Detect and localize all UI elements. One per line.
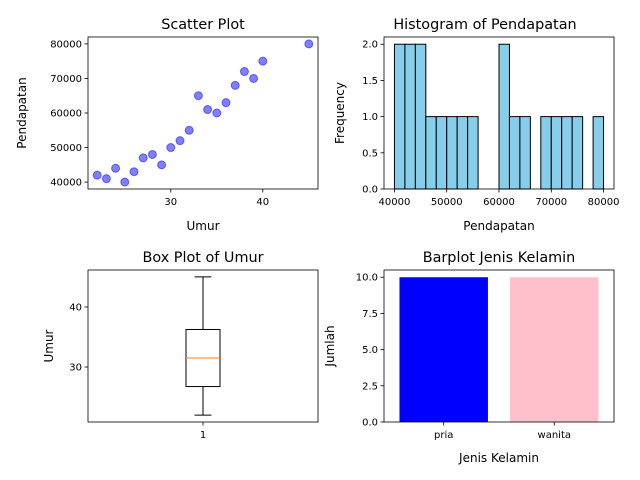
histogram-xtick-label: 80000: [588, 197, 620, 208]
barplot-ytick-label: 2.5: [362, 381, 378, 392]
scatter-point: [157, 160, 167, 170]
histogram-bar: [498, 43, 510, 190]
boxplot-ticks: 1 30 40: [69, 302, 206, 441]
barplot-title: Barplot Jenis Kelamin: [423, 250, 576, 266]
histogram-bar: [508, 116, 521, 190]
scatter-ytick-label: 40000: [50, 178, 82, 189]
scatter-ticks: 30 40 40000 50000 60000 70000 80000: [50, 39, 269, 208]
histogram-xlabel: Pendapatan: [463, 219, 534, 233]
histogram-bar: [414, 43, 427, 190]
scatter-title: Scatter Plot: [161, 17, 245, 33]
barplot-ytick-label: 0.0: [362, 418, 378, 429]
barplot-bars: [399, 277, 599, 422]
boxplot-title: Box Plot of Umur: [142, 250, 263, 266]
histogram-title: Histogram of Pendapatan: [393, 17, 576, 33]
scatter-point: [249, 73, 259, 83]
histogram-xtick-label: 50000: [431, 197, 463, 208]
boxplot-ytick-label: 40: [69, 302, 82, 313]
scatter-point: [120, 177, 130, 187]
histogram-ytick-label: 0.0: [362, 185, 378, 196]
scatter-ytick-label: 70000: [50, 74, 82, 85]
histogram-xtick-label: 70000: [535, 197, 567, 208]
scatter-plot-panel: Scatter Plot 30 40 40000 50000 60000 70000 800…: [15, 17, 319, 233]
scatter-point: [175, 136, 185, 146]
histogram-bar: [550, 116, 563, 190]
scatter-point: [304, 39, 314, 49]
histogram-xtick-label: 60000: [483, 197, 515, 208]
histogram-bars: [393, 43, 605, 190]
scatter-xtick-label: 30: [164, 197, 177, 208]
scatter-point: [138, 153, 148, 163]
boxplot-axes-frame: [87, 269, 319, 423]
histogram-xtick-label: 40000: [379, 197, 411, 208]
scatter-point: [221, 98, 231, 108]
scatter-point: [203, 105, 213, 115]
histogram-bar: [571, 116, 584, 190]
histogram-ticks: 40000 50000 60000 70000 80000 0.0 0.5 1.0 1.5 2.0: [362, 40, 619, 208]
scatter-point: [184, 125, 194, 135]
scatter-point: [166, 143, 176, 153]
boxplot-panel: Box Plot of Umur 1 30 40 Umur: [42, 250, 319, 441]
histogram-axes-frame: [383, 36, 615, 190]
histogram-bar: [467, 116, 479, 190]
scatter-point: [239, 67, 249, 77]
histogram-bar: [425, 116, 437, 190]
scatter-point: [147, 149, 157, 159]
histogram-ytick-label: 1.0: [362, 112, 378, 123]
histogram-bar: [540, 116, 552, 190]
boxplot-ytick-label: 30: [69, 363, 82, 374]
scatter-ytick-label: 60000: [50, 109, 82, 120]
barplot-ytick-label: 10.0: [356, 273, 378, 284]
histogram-bar: [456, 116, 469, 190]
boxplot-ylabel: Umur: [42, 329, 56, 362]
scatter-ytick-label: 80000: [50, 39, 82, 50]
scatter-ylabel: Pendapatan: [15, 77, 29, 148]
barplot-ytick-label: 7.5: [362, 309, 378, 320]
scatter-xtick-label: 40: [256, 197, 269, 208]
barplot-ytick-label: 5.0: [362, 345, 378, 356]
scatter-point: [193, 91, 203, 101]
barplot-bar-wanita: [510, 277, 599, 422]
histogram-bar: [435, 116, 448, 190]
histogram-bar: [404, 43, 416, 190]
scatter-point: [101, 174, 111, 184]
histogram-ytick-label: 0.5: [362, 148, 378, 159]
scatter-point: [111, 163, 121, 173]
histogram-ytick-label: 1.5: [362, 76, 378, 87]
barplot-xlabel: Jenis Kelamin: [458, 451, 539, 465]
barplot-xtick-label: pria: [434, 430, 453, 441]
barplot-ticks: pria wanita 0.0 2.5 5.0 7.5 10.0: [356, 273, 571, 441]
scatter-point: [129, 167, 139, 177]
scatter-point: [92, 170, 102, 180]
histogram-panel: Histogram of Pendapatan 40000 50000 60000 7…: [333, 17, 619, 233]
histogram-ylabel: Frequency: [333, 82, 347, 144]
barplot-ylabel: Jumlah: [323, 325, 337, 367]
histogram-bar: [446, 116, 458, 190]
histogram-bar: [561, 116, 573, 190]
scatter-points: [92, 39, 314, 187]
scatter-point: [230, 80, 240, 90]
histogram-bar: [393, 43, 406, 190]
histogram-ytick-label: 2.0: [362, 40, 378, 51]
barplot-xtick-label: wanita: [538, 430, 571, 441]
scatter-xlabel: Umur: [186, 219, 219, 233]
scatter-axes-frame: [87, 36, 319, 190]
scatter-ytick-label: 50000: [50, 143, 82, 154]
barplot-bar-pria: [399, 277, 488, 422]
histogram-bar: [519, 116, 531, 190]
histogram-bar: [592, 116, 605, 190]
boxplot-box: [185, 276, 221, 416]
boxplot-xtick-label: 1: [200, 430, 206, 441]
barplot-axes-frame: [383, 269, 615, 423]
barplot-panel: Barplot Jenis Kelamin pria wanita 0.0 2.5 5.…: [323, 250, 615, 465]
scatter-point: [258, 56, 268, 66]
scatter-point: [212, 108, 222, 118]
